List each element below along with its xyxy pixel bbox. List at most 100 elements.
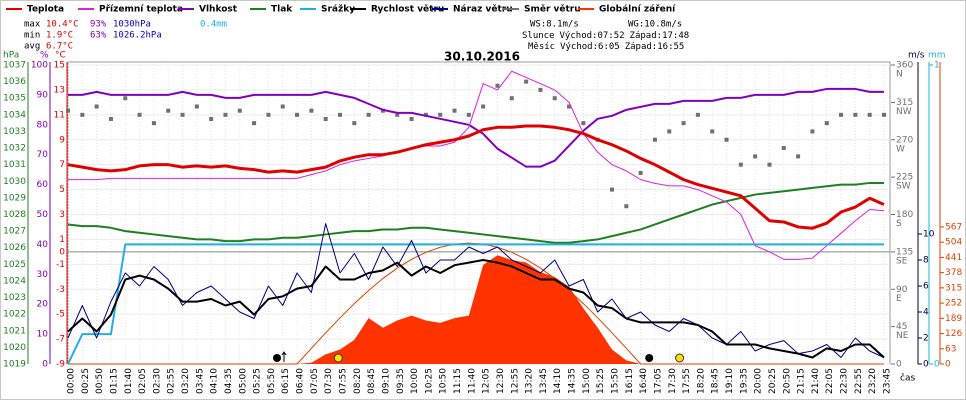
y-tick-label: 63	[945, 344, 956, 354]
y-tick-label: 2	[923, 334, 929, 344]
y-tick-label: 1037	[3, 61, 26, 71]
x-tick-label: 13:45	[539, 368, 549, 394]
sun-info: Slunce Východ:07:52 Západ:17:48	[522, 31, 689, 41]
y-tick-label: 60	[37, 180, 49, 190]
marker	[538, 87, 543, 92]
stats-value: 63%	[90, 31, 107, 41]
moon-rise: 6:05	[598, 42, 620, 52]
x-tick-label: 16:40	[639, 368, 649, 394]
stats-value: 0.4mm	[200, 20, 227, 30]
sun-marker	[333, 353, 343, 363]
y-tick-label: 1022	[3, 310, 26, 320]
y-tick-label: 6	[923, 282, 929, 292]
y-tick-label: 90	[896, 285, 908, 295]
x-tick-label: 03:20	[181, 368, 191, 394]
x-tick-label: 20:25	[768, 368, 778, 394]
legend-label: Srážky	[321, 5, 355, 15]
marker	[252, 121, 257, 126]
compass-label: SW	[896, 182, 911, 192]
x-tick-label: 10:25	[424, 368, 434, 394]
moon-marker	[273, 354, 282, 362]
x-tick-label: 16:15	[625, 368, 635, 394]
y-tick-label: 20	[37, 300, 49, 310]
stats-value: 93%	[90, 20, 107, 30]
line	[67, 181, 884, 244]
line	[68, 87, 884, 168]
marker	[882, 112, 886, 117]
moon-set-label: Západ:	[625, 42, 658, 52]
marker	[481, 104, 486, 109]
y-tick-label: 90	[37, 90, 49, 100]
marker	[309, 108, 314, 113]
marker	[94, 104, 99, 109]
marker	[409, 116, 414, 121]
y-tick-label: 1026	[3, 243, 26, 253]
marker	[524, 79, 529, 84]
y-tick-label: 30	[37, 270, 49, 280]
compass-label: W	[896, 144, 905, 154]
y-tick-label: 100	[31, 61, 48, 71]
line	[67, 243, 884, 365]
marker	[280, 104, 285, 109]
y-tick-label: 315	[896, 98, 913, 108]
sun-set: 17:48	[662, 31, 689, 41]
x-tick-label: 03:45	[195, 368, 205, 394]
x-tick-label: 11:15	[453, 368, 463, 394]
x-axis-label: čas	[900, 373, 915, 384]
x-tick-label: 05:00	[238, 368, 248, 394]
y-tick-label: 135	[896, 247, 913, 257]
x-tick-label: 09:10	[381, 368, 391, 394]
stats-value: 10.4°C	[46, 20, 79, 30]
x-tick-label: 05:50	[267, 368, 277, 394]
y-tick-label: -5	[56, 310, 65, 320]
y-tick-label: 567	[945, 222, 962, 232]
stats-value: 6.7°C	[46, 42, 73, 52]
moon-info: Měsíc Východ:6:05 Západ:16:55	[528, 42, 684, 52]
chart-title: 30.10.2016	[444, 50, 520, 64]
x-tick-label: 22:05	[825, 368, 835, 394]
legend-label: Směr větru	[524, 4, 581, 15]
axis-title: %	[40, 51, 49, 61]
marker	[108, 116, 113, 121]
marker	[352, 121, 357, 126]
sun-rise-label: Východ:	[560, 31, 598, 41]
x-tick-label: 01:15	[109, 368, 119, 394]
x-tick-label: 22:30	[840, 368, 850, 394]
x-tick-label: 00:00	[67, 368, 77, 394]
marker	[323, 116, 328, 121]
y-tick-label: 80	[37, 120, 49, 130]
y-tick-label: 1	[934, 61, 940, 71]
x-tick-label: 12:05	[482, 368, 492, 394]
stats-label: max	[24, 20, 41, 30]
y-tick-label: 1024	[3, 276, 26, 286]
marker	[839, 112, 844, 117]
marker	[710, 129, 715, 134]
y-tick-label: -1	[56, 260, 65, 270]
legend-label: Náraz větru	[453, 4, 513, 15]
x-tick-label: 21:40	[811, 368, 821, 394]
marker	[638, 170, 643, 175]
compass-label: SE	[896, 256, 908, 266]
marker	[180, 112, 185, 117]
marker	[867, 112, 872, 117]
y-tick-label: 1036	[3, 77, 26, 87]
x-tick-label: 17:55	[682, 368, 692, 394]
marker	[194, 104, 199, 109]
marker	[151, 121, 156, 126]
x-tick-label: 12:55	[510, 368, 520, 394]
x-tick-label: 17:30	[668, 368, 678, 394]
axis-title: °C	[55, 51, 66, 61]
y-tick-label: 0	[923, 360, 929, 370]
x-tick-label: 06:15	[281, 368, 291, 394]
y-tick-label: 504	[945, 238, 962, 248]
legend-label: Rychlost větru	[371, 4, 444, 15]
y-tick-label: 9	[59, 135, 65, 145]
x-tick-label: 02:05	[138, 368, 148, 394]
y-tick-label: 270	[896, 135, 913, 145]
marker	[223, 112, 228, 117]
y-tick-label: 0	[896, 360, 902, 370]
y-tick-label: 45	[896, 322, 907, 332]
x-tick-label: 02:30	[152, 368, 162, 394]
x-tick-label: 20:50	[782, 368, 792, 394]
